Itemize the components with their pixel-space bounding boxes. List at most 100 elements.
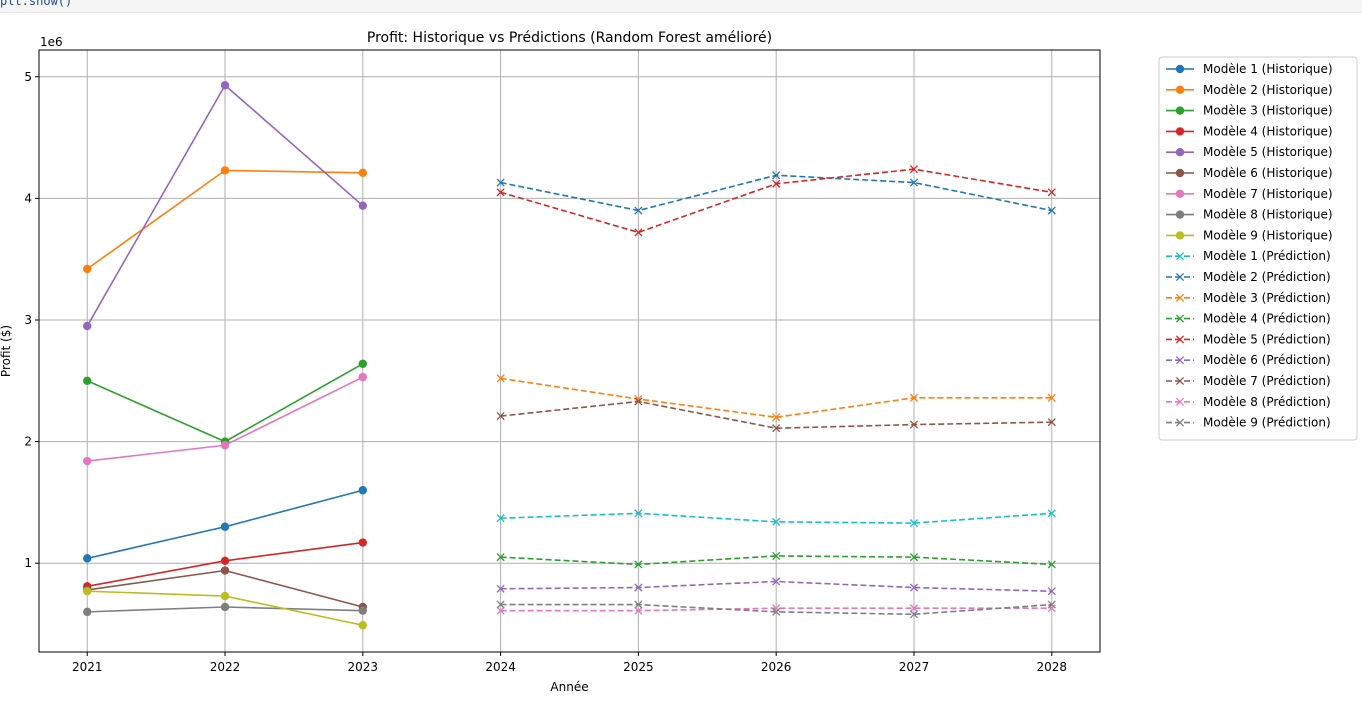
legend-marker <box>1175 418 1185 427</box>
legend-label: Modèle 6 (Historique) <box>1203 166 1333 180</box>
legend-label: Modèle 9 (Prédiction) <box>1203 416 1331 430</box>
data-point <box>909 610 919 619</box>
legend-item: Modèle 8 (Historique) <box>1166 208 1333 222</box>
legend-marker <box>1175 397 1185 406</box>
prediction-series <box>496 604 1056 615</box>
series-line <box>500 555 1052 566</box>
historique-series <box>83 372 368 466</box>
legend-label: Modèle 3 (Historique) <box>1203 104 1333 118</box>
legend-item: Modèle 6 (Historique) <box>1166 166 1333 180</box>
legend-marker <box>1175 293 1185 302</box>
x-tick-label: 2023 <box>348 660 379 674</box>
data-point <box>634 397 643 406</box>
legend-marker <box>1175 127 1185 136</box>
legend-marker <box>1175 314 1185 323</box>
legend-label: Modèle 3 (Prédiction) <box>1203 291 1331 305</box>
prediction-series <box>496 165 1056 237</box>
legend-item: Modèle 1 (Historique) <box>1166 62 1333 76</box>
data-point <box>496 600 505 609</box>
data-point <box>220 81 230 90</box>
data-point <box>1047 587 1056 596</box>
legend-item: Modèle 9 (Prédiction) <box>1166 416 1331 430</box>
series-line <box>500 400 1052 430</box>
data-point <box>496 412 505 421</box>
data-point <box>1047 560 1056 569</box>
legend-label: Modèle 9 (Historique) <box>1203 228 1333 242</box>
data-point <box>496 374 505 383</box>
legend-marker <box>1175 335 1185 344</box>
data-point <box>496 606 505 615</box>
legend-marker <box>1175 106 1185 115</box>
legend-label: Modèle 1 (Historique) <box>1203 62 1333 76</box>
legend-marker <box>1175 231 1185 240</box>
data-point <box>1047 600 1056 609</box>
legend-marker <box>1175 210 1185 219</box>
data-point <box>358 538 368 547</box>
data-point <box>772 179 781 188</box>
legend-label: Modèle 2 (Historique) <box>1203 83 1333 97</box>
data-point <box>220 591 230 601</box>
data-point <box>83 321 92 331</box>
legend-item: Modèle 9 (Historique) <box>1166 228 1333 242</box>
data-point <box>83 554 92 563</box>
legend-label: Modèle 5 (Prédiction) <box>1203 332 1331 346</box>
legend-label: Modèle 1 (Prédiction) <box>1203 249 1331 263</box>
data-point <box>634 228 643 237</box>
legend-label: Modèle 8 (Prédiction) <box>1203 395 1331 409</box>
data-point <box>634 206 643 215</box>
legend-label: Modèle 8 (Historique) <box>1203 208 1333 222</box>
data-point <box>909 604 919 613</box>
data-point <box>909 553 919 562</box>
x-tick-label: 2027 <box>899 660 930 674</box>
legend-marker <box>1175 356 1185 365</box>
y-tick-label: 5 <box>24 70 32 84</box>
legend-marker <box>1175 85 1185 95</box>
data-point <box>358 168 368 178</box>
x-tick-label: 2028 <box>1036 660 1067 674</box>
data-point <box>772 413 781 422</box>
y-axis-label: Profit ($) <box>0 325 13 377</box>
data-point <box>634 509 643 518</box>
data-point <box>634 560 643 569</box>
data-point <box>909 519 919 528</box>
data-point <box>1047 206 1056 215</box>
legend-label: Modèle 2 (Prédiction) <box>1203 270 1331 284</box>
legend-item: Modèle 7 (Historique) <box>1166 187 1333 201</box>
data-point <box>220 522 230 531</box>
legend: Modèle 1 (Historique) Modèle 2 (Historiqu… <box>1158 56 1358 441</box>
data-point <box>83 586 92 596</box>
data-point <box>83 456 92 466</box>
data-point <box>634 606 643 615</box>
legend-label: Modèle 7 (Historique) <box>1203 187 1333 201</box>
legend-marker <box>1175 272 1185 282</box>
prediction-series <box>496 397 1056 433</box>
y-tick-label: 3 <box>24 313 32 327</box>
prediction-series <box>496 551 1056 569</box>
historique-series <box>83 166 368 274</box>
data-point <box>220 556 230 565</box>
x-axis-label: Année <box>550 680 588 694</box>
data-point <box>220 441 230 450</box>
legend-item: Modèle 4 (Prédiction) <box>1166 312 1331 326</box>
data-point <box>1047 418 1056 427</box>
y-axis-offset-label: 1e6 <box>40 35 63 49</box>
legend-label: Modèle 4 (Historique) <box>1203 124 1333 138</box>
data-point <box>1047 188 1056 197</box>
legend-label: Modèle 4 (Prédiction) <box>1203 312 1331 326</box>
x-tick-label: 2022 <box>210 660 241 674</box>
x-tick-label: 2025 <box>623 660 654 674</box>
data-point <box>772 604 781 613</box>
legend-item: Modèle 3 (Prédiction) <box>1166 291 1331 305</box>
chart-title: Profit: Historique vs Prédictions (Rando… <box>367 30 772 46</box>
historique-series <box>83 486 368 563</box>
legend-item: Modèle 6 (Prédiction) <box>1166 353 1331 367</box>
data-point <box>909 393 919 402</box>
grid <box>39 50 1100 652</box>
y-tick-label: 4 <box>24 191 32 205</box>
data-point <box>772 517 781 526</box>
legend-label: Modèle 7 (Prédiction) <box>1203 374 1331 388</box>
y-tick-label: 2 <box>24 435 32 449</box>
data-point <box>909 178 919 187</box>
data-point <box>634 600 643 609</box>
